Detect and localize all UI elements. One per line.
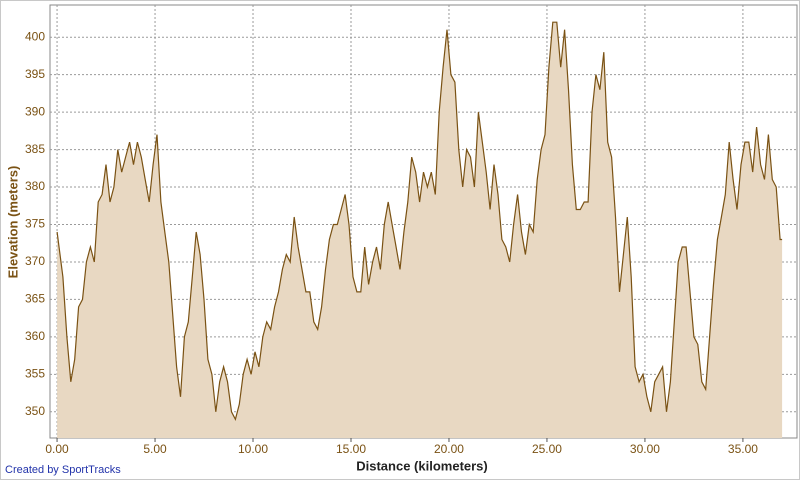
y-tick-label: 370	[25, 254, 45, 268]
y-tick-label: 360	[25, 329, 45, 343]
credit-link[interactable]: Created by SportTracks	[5, 464, 121, 476]
y-tick-label: 350	[25, 404, 45, 418]
y-tick-label: 390	[25, 104, 45, 118]
line	[56, 21, 783, 421]
x-tick-label: 0.00	[45, 442, 69, 456]
y-axis-title: Elevation (meters)	[5, 166, 20, 279]
x-tick-label: 10.00	[238, 442, 268, 456]
y-tick-label: 365	[25, 292, 45, 306]
x-tick-label: 30.00	[630, 442, 660, 456]
x-tick-label: 25.00	[532, 442, 562, 456]
y-tick-label: 385	[25, 142, 45, 156]
y-tick-label: 395	[25, 67, 45, 81]
y-tick-label: 355	[25, 366, 45, 380]
y-tick-label: 375	[25, 217, 45, 231]
x-tick-label: 5.00	[143, 442, 167, 456]
x-tick-label: 20.00	[434, 442, 464, 456]
y-tick-label: 380	[25, 179, 45, 193]
x-tick-label: 15.00	[336, 442, 366, 456]
y-tick-label: 400	[25, 29, 45, 43]
x-tick-label: 35.00	[728, 442, 758, 456]
area	[57, 22, 783, 438]
x-axis-title: Distance (kilometers)	[356, 458, 488, 473]
